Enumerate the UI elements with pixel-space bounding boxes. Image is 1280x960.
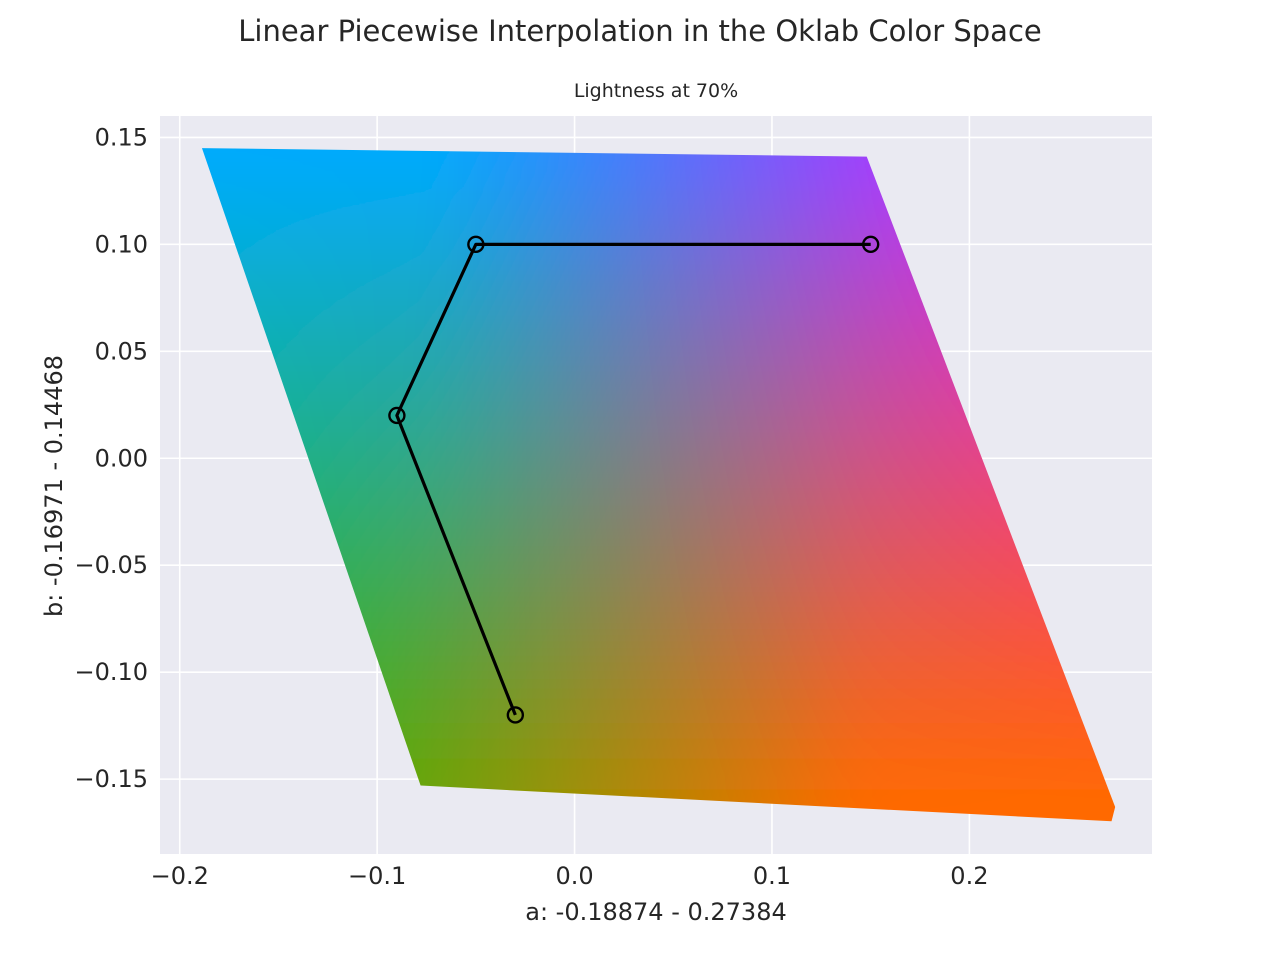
y-tick-labels: −0.15 −0.10 −0.05 0.00 0.05 0.10 0.15	[74, 123, 148, 793]
y-axis-label: b: -0.16971 - 0.14468	[40, 355, 68, 617]
data-point-1	[467, 235, 485, 254]
y-tick-label: −0.10	[74, 658, 148, 686]
y-tick-label: −0.15	[74, 765, 148, 793]
x-tick-label: 0.2	[950, 862, 988, 890]
y-tick-label: 0.00	[95, 444, 148, 472]
data-point-2	[388, 406, 406, 425]
y-tick-label: −0.05	[74, 551, 148, 579]
y-tick-label: 0.10	[95, 230, 148, 258]
x-tick-label: 0.1	[753, 862, 791, 890]
x-tick-label: −0.2	[151, 862, 209, 890]
x-tick-label: −0.1	[348, 862, 406, 890]
chart-title: Linear Piecewise Interpolation in the Ok…	[238, 14, 1042, 48]
x-tick-labels: −0.2 −0.1 0.0 0.1 0.2	[151, 862, 989, 890]
series-line-0	[395, 242, 871, 716]
y-tick-label: 0.15	[95, 123, 148, 151]
data-point-0	[861, 235, 880, 254]
y-tick-label: 0.05	[95, 337, 148, 365]
interpolation-path	[388, 235, 880, 724]
chart-subtitle: Lightness at 70%	[573, 80, 739, 102]
x-tick-label: 0.0	[555, 862, 593, 890]
data-point-3	[506, 706, 525, 724]
x-axis-label: a: -0.18874 - 0.27384	[525, 898, 787, 926]
